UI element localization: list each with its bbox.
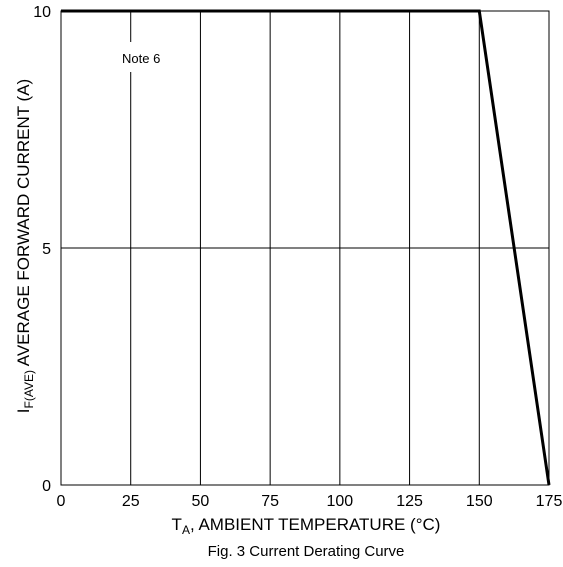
y-tick-label: 5 — [42, 241, 51, 258]
annotation-note: Note 6 — [122, 51, 160, 66]
x-tick-label: 25 — [122, 493, 140, 510]
grid-lines — [61, 11, 549, 485]
x-tick-label: 150 — [466, 493, 493, 510]
x-tick-label: 175 — [536, 493, 563, 510]
y-tick-label: 10 — [33, 4, 51, 21]
x-tick-label: 100 — [327, 493, 354, 510]
annotation-box: Note 6 — [108, 42, 166, 72]
x-tick-label: 0 — [57, 493, 66, 510]
x-axis-label: TA, AMBIENT TEMPERATURE (°C) — [172, 515, 441, 537]
x-tick-label: 125 — [396, 493, 423, 510]
series-layer — [61, 9, 551, 486]
y-axis-label: IF(AVE) AVERAGE FORWARD CURRENT (A) — [14, 79, 36, 413]
x-tick-label: 75 — [261, 493, 279, 510]
derating-curve — [61, 9, 551, 486]
figure-caption: Fig. 3 Current Derating Curve — [208, 543, 405, 560]
x-tick-label: 50 — [192, 493, 210, 510]
y-tick-label: 0 — [42, 478, 51, 495]
tick-labels: 0 25 50 75 100 125 150 175 0 5 10 — [33, 4, 562, 510]
